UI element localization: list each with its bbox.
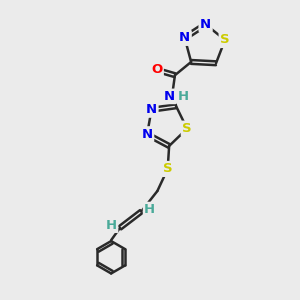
Text: O: O (151, 63, 162, 76)
Text: H: H (178, 90, 189, 103)
Text: N: N (179, 32, 190, 44)
Text: N: N (164, 90, 175, 103)
Text: H: H (144, 203, 155, 216)
Text: H: H (106, 219, 117, 232)
Text: S: S (163, 162, 172, 176)
Text: N: N (200, 18, 211, 31)
Text: S: S (182, 122, 192, 135)
Text: N: N (146, 103, 157, 116)
Text: N: N (142, 128, 153, 141)
Text: S: S (220, 34, 230, 46)
